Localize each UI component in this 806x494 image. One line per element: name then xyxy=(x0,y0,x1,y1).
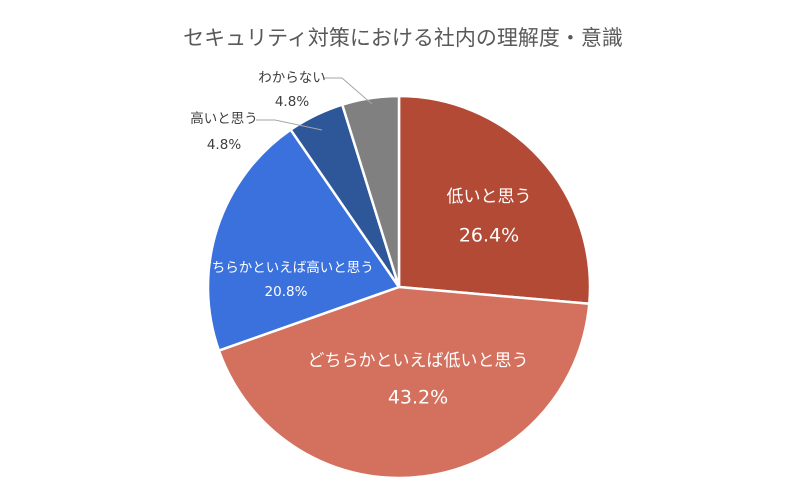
slice-value-2: 20.8% xyxy=(265,284,308,300)
leader-line-4 xyxy=(324,77,373,105)
slice-value-0: 26.4% xyxy=(459,225,519,247)
chart-title: セキュリティ対策における社内の理解度・意識 xyxy=(183,26,623,50)
leader-line-3 xyxy=(256,119,323,131)
leader-lines xyxy=(256,77,373,131)
slice-label-3: 高いと思う xyxy=(190,110,258,127)
slice-value-3: 4.8% xyxy=(207,137,241,153)
slice-value-1: 43.2% xyxy=(388,387,448,409)
slice-value-4: 4.8% xyxy=(275,94,309,110)
slice-label-0: 低いと思う xyxy=(447,187,532,207)
slice-labels: 低いと思う 26.4% どちらかといえば低いと思う 43.2% どちらかといえば高いと思… xyxy=(190,70,531,409)
slice-label-2: どちらかといえば高いと思う xyxy=(198,259,374,276)
pie-slice-2 xyxy=(206,127,401,353)
pie-slice-4 xyxy=(340,94,401,288)
pie-slice-1 xyxy=(217,285,591,480)
slice-label-1: どちらかといえば低いと思う xyxy=(308,351,529,371)
pie-slices xyxy=(206,94,592,480)
pie-slice-0 xyxy=(397,94,592,306)
slice-label-4: わからない xyxy=(258,70,326,86)
